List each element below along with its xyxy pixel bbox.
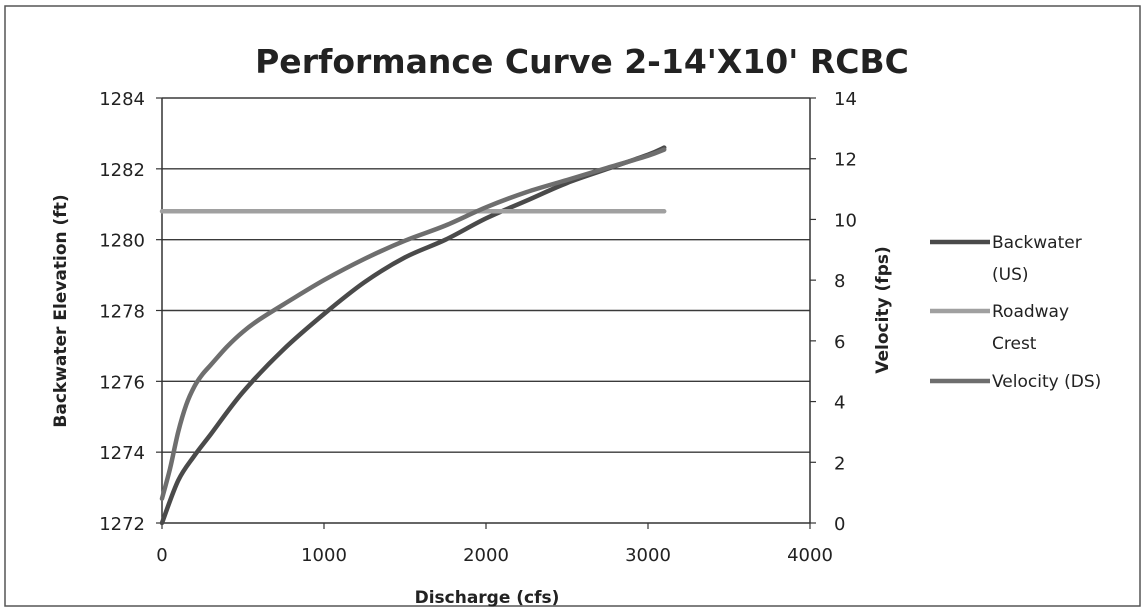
- y2-tick-label: 4: [834, 393, 845, 414]
- x-axis-title: Discharge (cfs): [415, 588, 560, 608]
- legend-label: Roadway Crest: [992, 302, 1069, 354]
- y2-tick-label: 10: [834, 210, 857, 231]
- chart-title: Performance Curve 2-14'X10' RCBC: [255, 42, 909, 81]
- y-axis-title: Backwater Elevation (ft): [51, 194, 71, 427]
- plot-area: 0 1000 2000 3000 400012721274127612781280128…: [99, 89, 857, 566]
- y-tick-label: 1274: [99, 443, 145, 464]
- x-tick-label: 0: [156, 545, 167, 566]
- x-tick-label: 3000: [625, 545, 671, 566]
- y-tick-label: 1282: [99, 160, 145, 181]
- series-line-velocity: [159, 147, 667, 501]
- y2-tick-label: 12: [834, 150, 857, 171]
- legend-label: Velocity (DS): [992, 372, 1101, 392]
- y-tick-label: 1284: [99, 89, 145, 110]
- x-tick-label: 4000: [787, 545, 833, 566]
- y2-tick-label: 6: [834, 332, 845, 353]
- y2-tick-label: 2: [834, 453, 845, 474]
- y-tick-label: 1278: [99, 302, 145, 323]
- y2-tick-label: 8: [834, 271, 845, 292]
- y2-tick-label: 14: [834, 89, 857, 110]
- y2-tick-label: 0: [834, 514, 845, 535]
- chart-border: [4, 5, 1141, 607]
- legend-label: Backwater (US): [992, 233, 1082, 285]
- x-tick-label: 1000: [301, 545, 347, 566]
- y-tick-label: 1276: [99, 372, 145, 393]
- legend: Backwater (US) Roadway Crest Velocity (DS): [930, 233, 1101, 392]
- y-tick-label: 1280: [99, 231, 145, 252]
- y-tick-label: 1272: [99, 514, 145, 535]
- x-tick-label: 2000: [463, 545, 509, 566]
- y2-axis-title: Velocity (fps): [873, 246, 893, 374]
